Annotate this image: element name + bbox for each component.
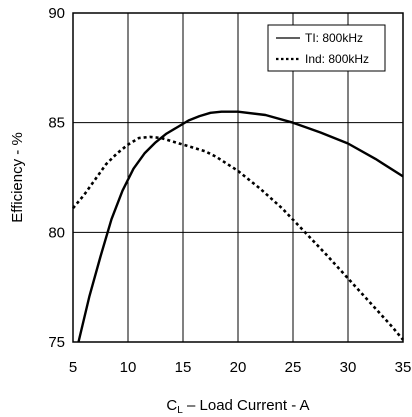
- x-tick-label: 10: [120, 359, 137, 376]
- series-group: [72, 110, 404, 343]
- y-axis-title: Efficiency - %: [9, 132, 26, 223]
- x-axis-title-rest: – Load Current - A: [183, 397, 310, 414]
- x-tick-labels: 5 10 15 20 25 30 35: [69, 359, 412, 376]
- x-tick-label: 20: [230, 359, 247, 376]
- x-tick-label: 15: [175, 359, 192, 376]
- x-tick-label: 30: [340, 359, 357, 376]
- series-line-ind: [72, 135, 404, 341]
- x-axis-title-subscript: L: [177, 405, 183, 416]
- x-axis-title: CL – Load Current - A: [166, 397, 309, 416]
- y-tick-label: 90: [48, 5, 65, 22]
- series-line-ti: [77, 110, 404, 343]
- legend-box: [267, 24, 386, 72]
- legend-label-ind: Ind: 800kHz: [305, 52, 369, 66]
- x-tick-label: 35: [395, 359, 412, 376]
- legend: TI: 800kHz Ind: 800kHz: [267, 24, 386, 72]
- legend-label-ti: TI: 800kHz: [305, 31, 363, 45]
- plot-frame: [72, 12, 404, 343]
- y-tick-label: 75: [48, 334, 65, 351]
- y-tick-labels: 75 80 85 90: [48, 5, 65, 351]
- y-tick-label: 80: [48, 224, 65, 241]
- x-axis-title-prefix: C: [166, 397, 177, 414]
- x-tick-label: 5: [69, 359, 77, 376]
- x-tick-label: 25: [285, 359, 302, 376]
- y-tick-label: 85: [48, 115, 65, 132]
